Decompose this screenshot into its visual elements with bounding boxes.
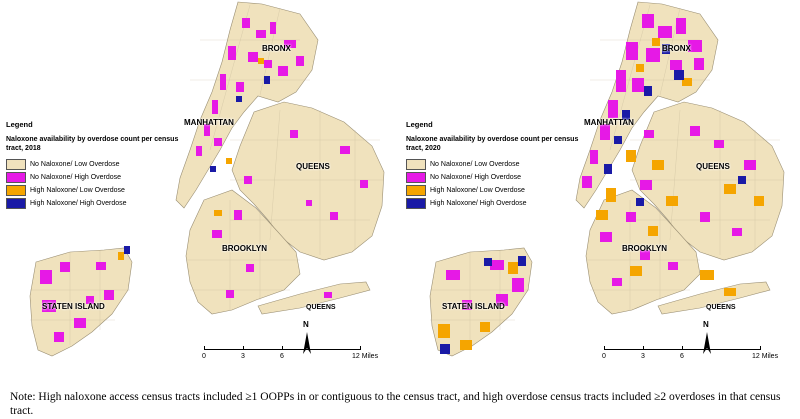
borough-label-brooklyn: BROOKLYN (222, 244, 268, 253)
legend-item: High Naloxone/ High Overdose (6, 197, 196, 210)
legend-swatch (406, 185, 426, 196)
scale-tick-label: 3 (641, 353, 645, 360)
legend-2020: Legend Naloxone availability by overdose… (406, 120, 596, 210)
scale-tick-label: 0 (602, 353, 606, 360)
legend-item: No Naloxone/ Low Overdose (6, 158, 196, 171)
scale-tick-label: 0 (202, 353, 206, 360)
borough-label-bronx: BRONX (262, 44, 291, 53)
map-panel-2020: Legend Naloxone availability by overdose… (400, 0, 800, 388)
legend-label: High Naloxone/ Low Overdose (430, 187, 525, 194)
bronx-manhattan-landmass (575, 1, 719, 209)
high-naloxone-high-overdose-tracts (124, 76, 270, 254)
borough-label-staten-island: STATEN ISLAND (442, 302, 505, 311)
scale-bar: 0 3 6 12 Miles (200, 342, 378, 372)
nyc-map-2018 (29, 1, 385, 357)
borough-label-queens: QUEENS (296, 162, 330, 171)
scale-tick-label: 6 (680, 353, 684, 360)
legend-item: High Naloxone/ Low Overdose (406, 184, 596, 197)
legend-item: No Naloxone/ High Overdose (6, 171, 196, 184)
north-label: N (703, 320, 709, 329)
borough-label-queens-south: QUEENS (706, 304, 736, 311)
north-label: N (303, 320, 309, 329)
scale-tick-label: 6 (280, 353, 284, 360)
legend-item: High Naloxone/ High Overdose (406, 197, 596, 210)
legend-title: Legend (6, 120, 33, 129)
legend-item: No Naloxone/ Low Overdose (406, 158, 596, 171)
borough-label-bronx: BRONX (662, 44, 691, 53)
census-tract-lines (30, 4, 384, 345)
nyc-map-2020 (429, 1, 785, 357)
legend-swatch (6, 198, 26, 209)
borough-label-staten-island: STATEN ISLAND (42, 302, 105, 311)
legend-swatch (6, 172, 26, 183)
legend-label: High Naloxone/ High Overdose (30, 200, 127, 207)
rockaway-landmass (657, 281, 771, 315)
high-naloxone-high-overdose-tracts (440, 44, 746, 354)
north-arrow-icon (703, 332, 711, 354)
north-arrow: N (698, 320, 716, 356)
borough-label-manhattan: MANHATTAN (184, 118, 234, 127)
legend-label: No Naloxone/ High Overdose (30, 174, 122, 181)
legend-label: High Naloxone/ Low Overdose (30, 187, 125, 194)
legend-label: High Naloxone/ High Overdose (430, 200, 527, 207)
borough-label-brooklyn: BROOKLYN (622, 244, 668, 253)
brooklyn-landmass (185, 189, 301, 315)
legend-label: No Naloxone/ High Overdose (430, 174, 522, 181)
legend-item: No Naloxone/ High Overdose (406, 171, 596, 184)
borough-label-queens: QUEENS (696, 162, 730, 171)
queens-landmass (231, 101, 385, 261)
legend-swatch (6, 185, 26, 196)
queens-landmass (631, 101, 785, 261)
figure-note: Note: High naloxone access census tracts… (10, 391, 781, 417)
legend-title: Legend (406, 120, 433, 129)
rockaway-landmass (257, 281, 371, 315)
high-overdose-tracts (446, 14, 756, 310)
legend-label: No Naloxone/ Low Overdose (30, 161, 120, 168)
north-arrow: N (298, 320, 316, 356)
legend-label: No Naloxone/ Low Overdose (430, 161, 520, 168)
borough-label-queens-south: QUEENS (306, 304, 336, 311)
scale-tick-label: 12 Miles (752, 353, 779, 360)
staten-island-landmass (29, 247, 133, 357)
high-overdose-tracts (40, 18, 368, 342)
legend-subtitle: Naloxone availability by overdose count … (6, 136, 179, 152)
scale-bar: 0 3 6 12 Miles (600, 342, 778, 372)
north-arrow-icon (303, 332, 311, 354)
borough-label-manhattan: MANHATTAN (584, 118, 634, 127)
legend-2018: Legend Naloxone availability by overdose… (6, 120, 196, 210)
bronx-manhattan-landmass (175, 1, 319, 209)
legend-swatch (6, 159, 26, 170)
legend-swatch (406, 198, 426, 209)
high-naloxone-low-overdose-tracts (118, 58, 264, 260)
legend-swatch (406, 159, 426, 170)
scale-tick-label: 3 (241, 353, 245, 360)
scale-tick-label: 12 Miles (352, 353, 379, 360)
map-panel-2018: Legend Naloxone availability by overdose… (0, 0, 400, 388)
high-naloxone-low-overdose-tracts (438, 38, 764, 350)
legend-swatch (406, 172, 426, 183)
legend-item: High Naloxone/ Low Overdose (6, 184, 196, 197)
legend-subtitle: Naloxone availability by overdose count … (406, 136, 579, 152)
